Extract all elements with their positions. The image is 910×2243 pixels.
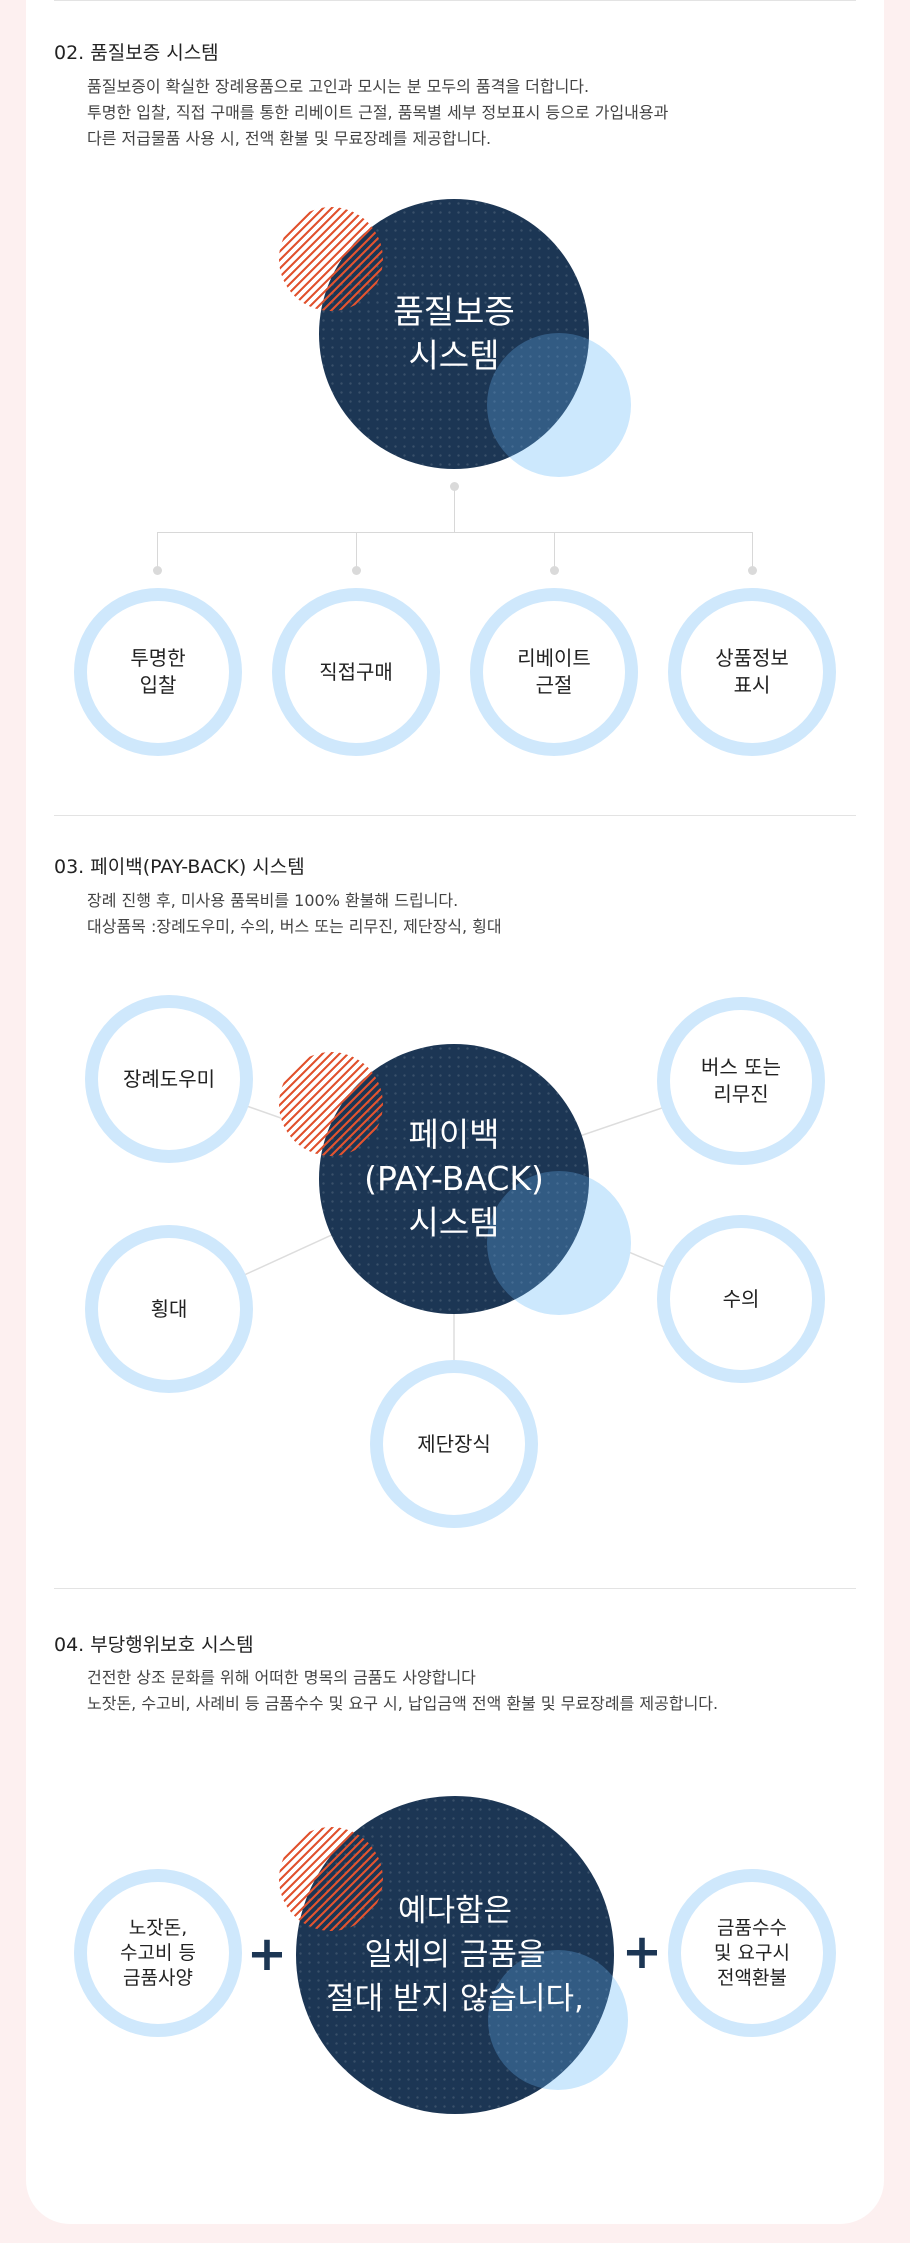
section-divider <box>54 1588 856 1589</box>
description-line: 투명한 입찰, 직접 구매를 통한 리베이트 근절, 품목별 세부 정보표시 등… <box>87 103 669 122</box>
section-title-payback: 03. 페이백(PAY-BACK) 시스템 <box>54 856 305 878</box>
description-line: 대상품목 :장례도우미, 수의, 버스 또는 리무진, 제단장식, 횡대 <box>87 917 502 936</box>
feature-item-transparent-bid: 투명한 입찰 <box>74 588 242 756</box>
circle-overlap-shade <box>487 1171 589 1314</box>
description-line: 품질보증이 확실한 장례용품으로 고인과 모시는 분 모두의 품격을 더합니다. <box>87 77 590 96</box>
description-line: 다른 저급물품 사용 시, 전액 환불 및 무료장례를 제공합니다. <box>87 129 492 148</box>
connector-dot <box>352 566 361 575</box>
connector-dot <box>153 566 162 575</box>
connector-line <box>454 486 455 532</box>
connector-dot <box>748 566 757 575</box>
section-title-quality: 02. 품질보증 시스템 <box>54 42 219 64</box>
plus-icon: + <box>621 1924 663 1980</box>
feature-item-product-info: 상품정보 표시 <box>668 588 836 756</box>
connector-line <box>752 532 753 570</box>
section-divider <box>54 815 856 816</box>
description-line: 장례 진행 후, 미사용 품목비를 100% 환불해 드립니다. <box>87 891 459 910</box>
section-title-protection: 04. 부당행위보호 시스템 <box>54 1634 254 1656</box>
payback-item-shroud: 수의 <box>657 1215 825 1383</box>
section-description-protection: 건전한 상조 문화를 위해 어떠한 명목의 금품도 사양합니다 노잣돈, 수고비… <box>87 1665 718 1717</box>
description-line: 노잣돈, 수고비, 사례비 등 금품수수 및 요구 시, 납입금액 전액 환불 … <box>87 1694 719 1713</box>
payback-item-bus-limousine: 버스 또는 리무진 <box>657 997 825 1165</box>
section-description-quality: 품질보증이 확실한 장례용품으로 고인과 모시는 분 모두의 품격을 더합니다.… <box>87 74 668 152</box>
description-line: 건전한 상조 문화를 위해 어떠한 명목의 금품도 사양합니다 <box>87 1668 476 1687</box>
connector-line <box>157 532 158 570</box>
connector-dot <box>450 482 459 491</box>
feature-item-direct-purchase: 직접구매 <box>272 588 440 756</box>
connector-line <box>554 532 555 570</box>
connector-dot <box>550 566 559 575</box>
circle-overlap-shade <box>488 1950 614 2090</box>
protection-item-full-refund: 금품수수 및 요구시 전액환불 <box>668 1869 836 2037</box>
section-description-payback: 장례 진행 후, 미사용 품목비를 100% 환불해 드립니다. 대상품목 :장… <box>87 888 502 940</box>
quality-center-label: 품질보증 시스템 <box>393 292 515 375</box>
quality-center-circle: 품질보증 시스템 <box>319 199 589 469</box>
section-divider <box>54 0 856 1</box>
payback-item-altar-decoration: 제단장식 <box>370 1360 538 1528</box>
protection-item-refuse-gifts: 노잣돈, 수고비 등 금품사양 <box>74 1869 242 2037</box>
feature-item-rebate-elimination: 리베이트 근절 <box>470 588 638 756</box>
protection-center-label: 예다함은 일체의 금품을 절대 받지 않습니다, <box>326 1893 584 2017</box>
protection-center-circle: 예다함은 일체의 금품을 절대 받지 않습니다, <box>296 1796 614 2114</box>
plus-icon: + <box>246 1926 288 1982</box>
payback-item-crossbar: 횡대 <box>85 1225 253 1393</box>
connector-line <box>356 532 357 570</box>
payback-center-circle: 페이백 (PAY-BACK) 시스템 <box>319 1044 589 1314</box>
payback-center-label: 페이백 (PAY-BACK) 시스템 <box>364 1115 544 1242</box>
connector-line <box>157 532 753 533</box>
payback-item-funeral-helper: 장례도우미 <box>85 995 253 1163</box>
